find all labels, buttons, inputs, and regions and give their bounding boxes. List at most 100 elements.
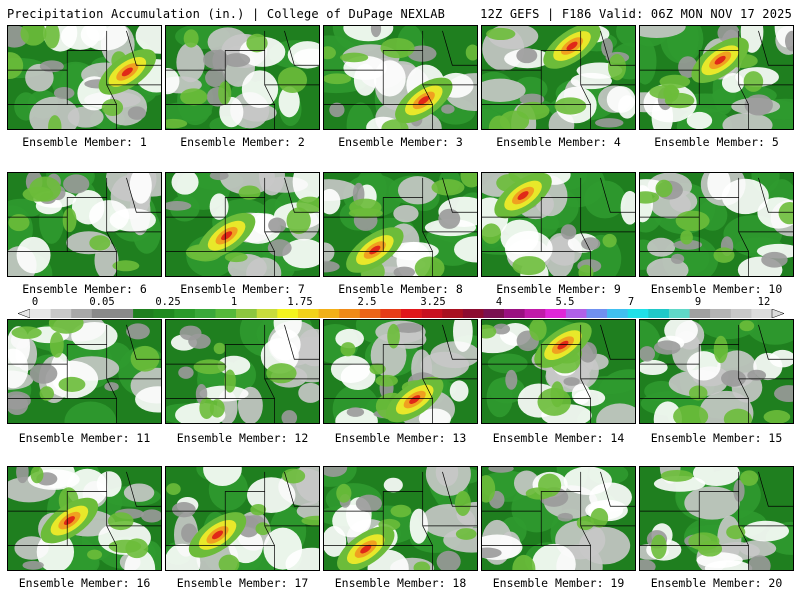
colorbar-swatch — [668, 309, 690, 318]
colorbar-swatch — [339, 309, 361, 318]
colorbar-swatch — [277, 309, 299, 318]
ensemble-member-label: Ensemble Member: 19 — [492, 576, 625, 590]
colorbar-tick-label: 0.25 — [155, 296, 181, 308]
colorbar-swatch — [71, 309, 93, 318]
ensemble-member-map — [7, 466, 162, 571]
ensemble-member-map — [481, 25, 636, 130]
precip-field — [166, 467, 319, 570]
colorbar-swatch — [133, 309, 154, 318]
ensemble-member-label: Ensemble Member: 17 — [176, 576, 309, 590]
colorbar-tick-label: 3.25 — [420, 296, 446, 308]
colorbar-swatch — [751, 309, 773, 318]
colorbar-tick-label: 0 — [31, 296, 39, 308]
ensemble-member-label: Ensemble Member: 3 — [338, 135, 463, 149]
precip-field — [640, 467, 793, 570]
precip-field — [482, 173, 635, 276]
ensemble-member-label: Ensemble Member: 7 — [180, 282, 305, 296]
colorbar-swatch — [194, 309, 216, 318]
precip-field — [324, 26, 477, 129]
ensemble-member-map — [165, 172, 320, 277]
precip-field — [8, 26, 161, 129]
ensemble-member-map — [323, 319, 478, 424]
colorbar-swatch — [91, 309, 113, 318]
ensemble-member-label: Ensemble Member: 16 — [18, 576, 151, 590]
ensemble-member-map — [7, 25, 162, 130]
colorbar-swatch — [462, 309, 484, 318]
colorbar-tick-label: 4 — [495, 296, 503, 308]
ensemble-member-map — [481, 172, 636, 277]
colorbar-swatch — [730, 309, 752, 318]
colorbar-swatch — [586, 309, 608, 318]
colorbar-swatch — [359, 309, 381, 318]
colorbar-tick-label: 5.5 — [555, 296, 575, 308]
ensemble-member-map — [7, 172, 162, 277]
colorbar-tick-label: 1.75 — [287, 296, 313, 308]
colorbar-tick-label: 9 — [694, 296, 702, 308]
ensemble-member-map — [481, 466, 636, 571]
colorbar-swatch — [545, 309, 567, 318]
precip-field — [324, 467, 477, 570]
ensemble-member-label: Ensemble Member: 14 — [492, 431, 625, 445]
colorbar-swatch — [607, 309, 629, 318]
colorbar-swatch — [30, 309, 51, 318]
ensemble-member-map — [639, 172, 794, 277]
colorbar-tick-label: 12 — [757, 296, 771, 308]
colorbar-tick-label: 7 — [627, 296, 635, 308]
ensemble-member-map — [639, 466, 794, 571]
precip-field — [8, 173, 161, 276]
ensemble-member-map — [7, 319, 162, 424]
colorbar-swatch — [442, 309, 464, 318]
precip-field — [640, 26, 793, 129]
colorbar-swatch — [689, 309, 711, 318]
precip-field — [640, 173, 793, 276]
colorbar-swatch — [153, 309, 175, 318]
precip-field — [640, 320, 793, 423]
colorbar-swatch — [174, 309, 196, 318]
colorbar-swatch — [524, 309, 546, 318]
colorbar-min-arrow — [18, 309, 31, 318]
ensemble-member-label: Ensemble Member: 8 — [338, 282, 463, 296]
ensemble-member-label: Ensemble Member: 1 — [22, 135, 147, 149]
colorbar-tick-label: 1 — [230, 296, 238, 308]
colorbar-swatch — [710, 309, 732, 318]
colorbar-swatch — [380, 309, 402, 318]
colorbar-swatch — [112, 309, 134, 318]
precip-field — [482, 320, 635, 423]
ensemble-member-map — [323, 25, 478, 130]
run-info: 12Z GEFS | F186 Valid: 06Z MON NOV 17 20… — [480, 7, 792, 21]
map-title: Precipitation Accumulation (in.) | Colle… — [7, 7, 446, 21]
ensemble-member-label: Ensemble Member: 4 — [496, 135, 621, 149]
ensemble-member-label: Ensemble Member: 11 — [18, 431, 151, 445]
precip-colorbar — [18, 309, 784, 318]
colorbar-swatch — [565, 309, 587, 318]
colorbar-swatch — [50, 309, 72, 318]
ensemble-member-label: Ensemble Member: 5 — [654, 135, 779, 149]
precip-field — [324, 320, 477, 423]
ensemble-member-map — [639, 25, 794, 130]
colorbar-swatch — [421, 309, 443, 318]
ensemble-member-label: Ensemble Member: 20 — [650, 576, 783, 590]
ensemble-member-label: Ensemble Member: 12 — [176, 431, 309, 445]
precip-field — [8, 320, 161, 423]
ensemble-member-label: Ensemble Member: 6 — [22, 282, 147, 296]
ensemble-member-map — [639, 319, 794, 424]
colorbar-swatch — [483, 309, 505, 318]
colorbar-tick-label: 2.5 — [357, 296, 377, 308]
ensemble-member-label: Ensemble Member: 15 — [650, 431, 783, 445]
ensemble-member-map — [165, 319, 320, 424]
colorbar-swatch — [236, 309, 258, 318]
colorbar-tick-label: 0.05 — [89, 296, 115, 308]
ensemble-member-label: Ensemble Member: 18 — [334, 576, 467, 590]
precip-field — [482, 467, 635, 570]
precip-field — [166, 26, 319, 129]
colorbar-swatch — [504, 309, 525, 318]
precip-field — [482, 26, 635, 129]
colorbar-swatch — [318, 309, 340, 318]
ensemble-member-map — [165, 25, 320, 130]
ensemble-member-map — [323, 466, 478, 571]
ensemble-member-map — [323, 172, 478, 277]
ensemble-member-label: Ensemble Member: 2 — [180, 135, 305, 149]
colorbar-swatch — [648, 309, 670, 318]
colorbar-max-arrow — [771, 309, 784, 318]
precip-field — [166, 173, 319, 276]
